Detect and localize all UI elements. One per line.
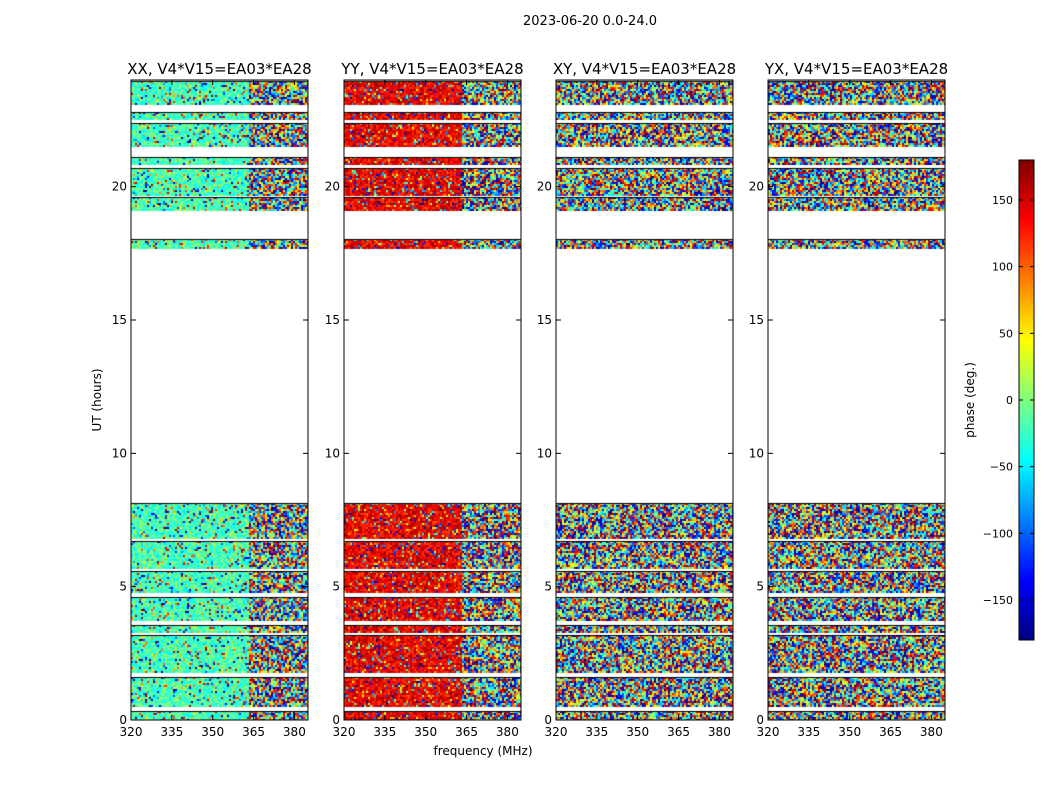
panel-2: YY, V4*V15=EA03*EA28 320 335 350 365 380 0 5 10 1…: [325, 60, 524, 739]
x-tick-label: 365: [667, 725, 690, 739]
phase-heatmap: [344, 80, 521, 720]
y-tick-label: 5: [332, 580, 340, 594]
x-tick-label: 350: [201, 725, 224, 739]
y-axis-label: UT (hours): [90, 368, 104, 431]
colorbar-tick-label: 100: [992, 261, 1013, 274]
colorbar-tick-label: −100: [983, 527, 1013, 540]
colorbar-tick-label: 150: [992, 194, 1013, 207]
y-tick-label: 0: [119, 713, 127, 727]
x-tick-label: 365: [242, 725, 265, 739]
y-tick-label: 20: [325, 180, 340, 194]
colorbar: −150 −100 −50 0 50 100 150 phase (deg.): [963, 159, 1035, 641]
x-tick-label: 335: [160, 725, 183, 739]
y-tick-label: 10: [537, 446, 552, 460]
x-tick-label: 335: [797, 725, 820, 739]
y-tick-label: 15: [325, 313, 340, 327]
panel-1: XX, V4*V15=EA03*EA28 320 335 350 365 380 0 5 10 1…: [112, 60, 312, 739]
panel-title: YX, V4*V15=EA03*EA28: [764, 60, 948, 78]
colorbar-tick-label: 0: [1006, 394, 1013, 407]
y-tick-label: 20: [537, 180, 552, 194]
axes-frame: [343, 79, 522, 721]
x-axis-label: frequency (MHz): [433, 744, 532, 758]
axes-frame: [767, 79, 946, 721]
y-tick-label: 15: [749, 313, 764, 327]
y-tick-label: 15: [537, 313, 552, 327]
x-tick-label: 320: [333, 725, 356, 739]
colorbar-tick-label: −150: [983, 594, 1013, 607]
x-tick-label: 320: [757, 725, 780, 739]
y-tick-label: 15: [112, 313, 127, 327]
phase-heatmap: [556, 80, 733, 720]
panel-title: XX, V4*V15=EA03*EA28: [127, 60, 311, 78]
x-tick-label: 380: [496, 725, 519, 739]
figure-suptitle: 2023-06-20 0.0-24.0: [523, 14, 657, 29]
axes-frame: [555, 79, 734, 721]
panel-title: YY, V4*V15=EA03*EA28: [340, 60, 523, 78]
y-tick-label: 5: [544, 580, 552, 594]
x-tick-label: 335: [585, 725, 608, 739]
y-tick-label: 20: [112, 180, 127, 194]
y-tick-label: 20: [749, 180, 764, 194]
y-tick-label: 10: [325, 446, 340, 460]
y-tick-label: 0: [756, 713, 764, 727]
x-tick-label: 365: [455, 725, 478, 739]
y-tick-label: 10: [112, 446, 127, 460]
x-tick-label: 335: [373, 725, 396, 739]
y-tick-label: 5: [119, 580, 127, 594]
colorbar-tick-label: −50: [990, 461, 1013, 474]
x-tick-label: 365: [879, 725, 902, 739]
panel-3: XY, V4*V15=EA03*EA28 320 335 350 365 380 0 5 10 1…: [537, 60, 736, 739]
y-tick-label: 5: [756, 580, 764, 594]
y-tick-label: 10: [749, 446, 764, 460]
colorbar-tick-label: 50: [999, 327, 1013, 340]
colorbar-gradient: [1019, 160, 1034, 640]
phase-heatmap: [131, 80, 308, 720]
x-tick-label: 350: [414, 725, 437, 739]
x-tick-label: 320: [120, 725, 143, 739]
x-tick-label: 350: [626, 725, 649, 739]
phase-heatmap: [768, 80, 945, 720]
y-tick-label: 0: [544, 713, 552, 727]
x-tick-label: 320: [545, 725, 568, 739]
panel-4: YX, V4*V15=EA03*EA28 320 335 350 365 380 0 5 10 1…: [749, 60, 948, 739]
y-tick-label: 0: [332, 713, 340, 727]
x-tick-label: 380: [283, 725, 306, 739]
colorbar-label: phase (deg.): [963, 362, 977, 438]
x-tick-label: 380: [920, 725, 943, 739]
axes-frame: [130, 79, 309, 721]
x-tick-label: 380: [708, 725, 731, 739]
x-tick-label: 350: [838, 725, 861, 739]
panel-title: XY, V4*V15=EA03*EA28: [553, 60, 736, 78]
